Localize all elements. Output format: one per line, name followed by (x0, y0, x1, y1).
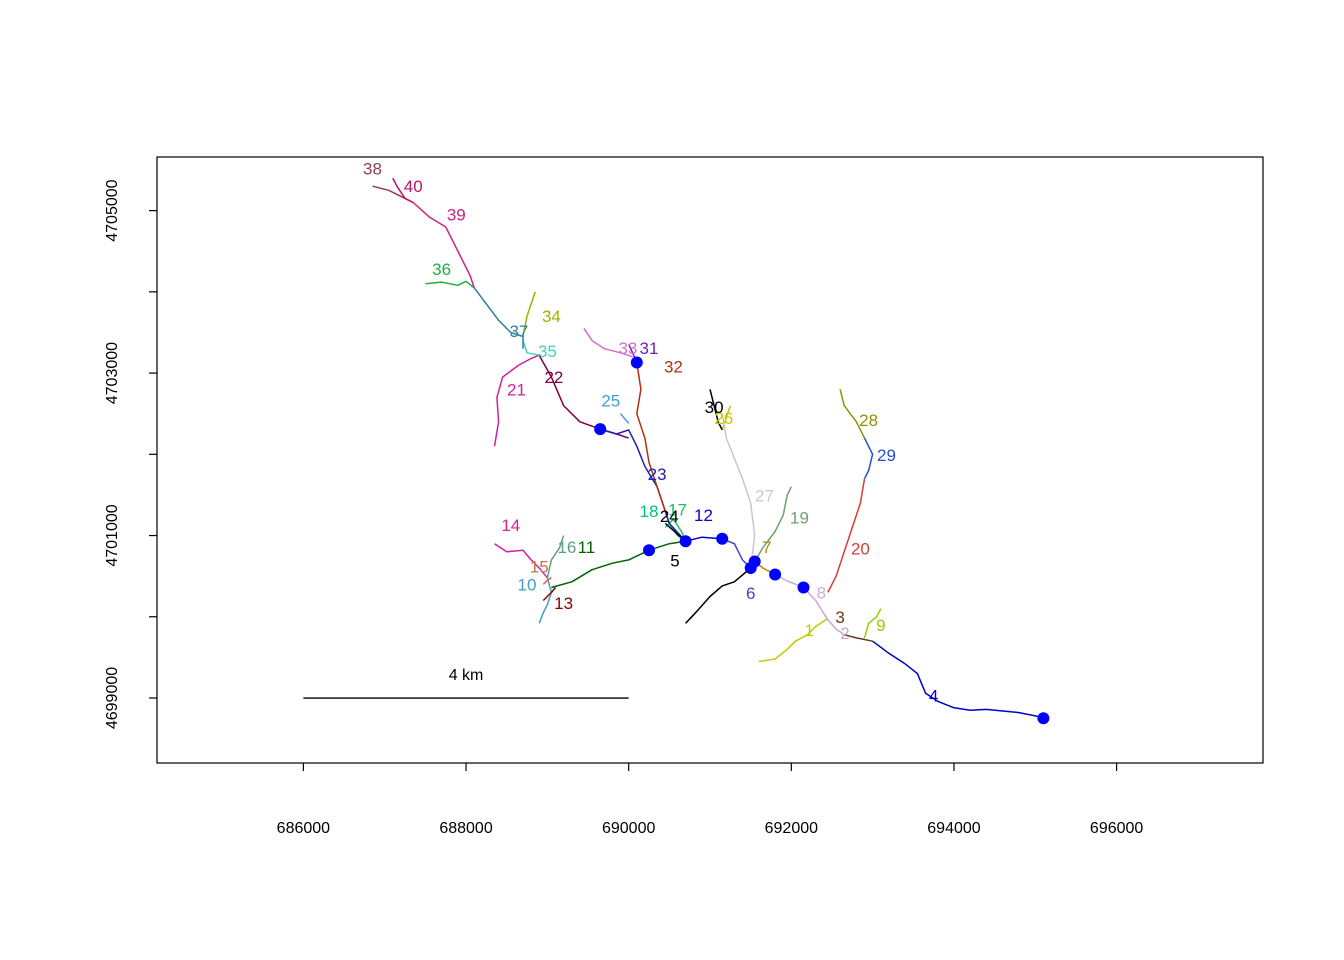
stream-segment-39 (412, 201, 475, 289)
segment-label-32: 32 (664, 358, 683, 377)
outlet-point-1 (1037, 712, 1050, 725)
stream-segment-37 (473, 287, 524, 349)
segment-label-24: 24 (660, 507, 679, 526)
segment-label-6: 6 (746, 584, 755, 603)
outlet-point-3 (769, 568, 782, 581)
stream-segment-4 (872, 640, 1044, 720)
x-tick-label: 696000 (1090, 820, 1143, 837)
segment-label-36: 36 (432, 260, 451, 279)
segment-label-9: 9 (876, 616, 885, 635)
stream-segment-3 (844, 633, 873, 642)
stream-segment-10 (538, 577, 553, 624)
stream-segment-5 (685, 567, 752, 624)
outlet-point-7 (679, 535, 692, 548)
x-tick-label: 690000 (602, 820, 655, 837)
stream-segment-25 (619, 413, 630, 424)
stream-segment-16 (546, 535, 565, 578)
outlet-point-2 (797, 581, 810, 594)
segment-label-21: 21 (507, 380, 526, 399)
y-tick-label: 4701000 (104, 504, 121, 566)
outlet-point-5 (744, 562, 757, 574)
stream-segments (372, 177, 1044, 720)
stream-segment-29 (863, 437, 874, 480)
stream-segment-6 (721, 538, 752, 569)
segment-label-38: 38 (363, 159, 382, 178)
stream-segment-11 (551, 540, 686, 589)
scale-bar-label: 4 km (449, 667, 484, 684)
outlet-point-9 (594, 423, 607, 436)
segment-label-37: 37 (509, 322, 528, 341)
segment-label-12: 12 (694, 506, 713, 525)
stream-segment-9 (863, 608, 882, 639)
segment-label-13: 13 (554, 594, 573, 613)
y-tick-label: 4699000 (104, 667, 121, 729)
x-tick-label: 694000 (927, 820, 980, 837)
segment-label-34: 34 (542, 307, 561, 326)
segment-label-15: 15 (530, 557, 549, 576)
segment-label-30: 30 (705, 398, 724, 417)
segment-label-1: 1 (804, 621, 813, 640)
segment-label-28: 28 (859, 411, 878, 430)
y-tick-label: 4705000 (104, 179, 121, 241)
stream-segment-36 (425, 280, 475, 289)
segment-label-14: 14 (501, 516, 520, 535)
stream-segment-23 (599, 428, 687, 542)
stream-segment-40 (392, 177, 414, 204)
segment-label-18: 18 (640, 502, 659, 521)
plot-area-frame (156, 156, 1264, 764)
stream-segment-28 (839, 389, 866, 439)
segment-label-11: 11 (578, 538, 596, 557)
stream-segment-33 (583, 327, 633, 358)
segment-label-7: 7 (762, 538, 771, 557)
stream-segment-1 (758, 617, 829, 663)
segment-label-29: 29 (877, 446, 896, 465)
segment-label-16: 16 (557, 538, 576, 557)
segment-label-5: 5 (670, 552, 679, 571)
x-tick-label: 688000 (439, 820, 492, 837)
segment-label-19: 19 (790, 509, 809, 528)
stream-segment-15 (542, 577, 552, 585)
segment-label-31: 31 (640, 339, 659, 358)
y-tick-label: 4703000 (104, 342, 121, 404)
segment-label-3: 3 (835, 608, 844, 627)
x-tick-label: 692000 (765, 820, 818, 837)
stream-segment-2 (802, 586, 845, 636)
stream-segment-20 (827, 478, 866, 593)
stream-segment-35 (522, 340, 540, 356)
outlet-points (594, 356, 1050, 725)
segment-label-33: 33 (618, 339, 637, 358)
segment-label-27: 27 (755, 487, 774, 506)
stream-segment-34 (522, 291, 536, 337)
segment-label-8: 8 (817, 583, 826, 602)
segment-label-2: 2 (840, 624, 849, 643)
scale-bar: 4 km (303, 667, 629, 699)
segment-label-10: 10 (518, 575, 537, 594)
segment-label-17: 17 (668, 501, 687, 520)
axes: 686000 688000 690000 692000 694000 696000 4699… (104, 179, 1143, 837)
segment-label-20: 20 (851, 540, 870, 559)
stream-segment-27 (721, 413, 756, 569)
segment-label-35: 35 (538, 342, 557, 361)
stream-segment-30 (709, 389, 723, 431)
segment-label-39: 39 (447, 206, 466, 225)
segment-label-23: 23 (648, 465, 667, 484)
outlet-point-6 (716, 532, 729, 545)
stream-segment-19 (754, 486, 792, 562)
stream-segment-32 (636, 362, 667, 512)
segment-label-22: 22 (544, 368, 563, 387)
x-tick-label: 686000 (277, 820, 330, 837)
stream-segment-14 (494, 543, 548, 579)
segment-label-40: 40 (404, 177, 423, 196)
segment-label-4: 4 (929, 687, 938, 706)
outlet-point-10 (630, 356, 643, 369)
segment-label-26: 26 (714, 409, 733, 428)
segment-label-25: 25 (601, 392, 620, 411)
stream-segment-21 (493, 354, 540, 447)
outlet-point-8 (643, 544, 655, 557)
stream-segment-13 (542, 587, 557, 602)
